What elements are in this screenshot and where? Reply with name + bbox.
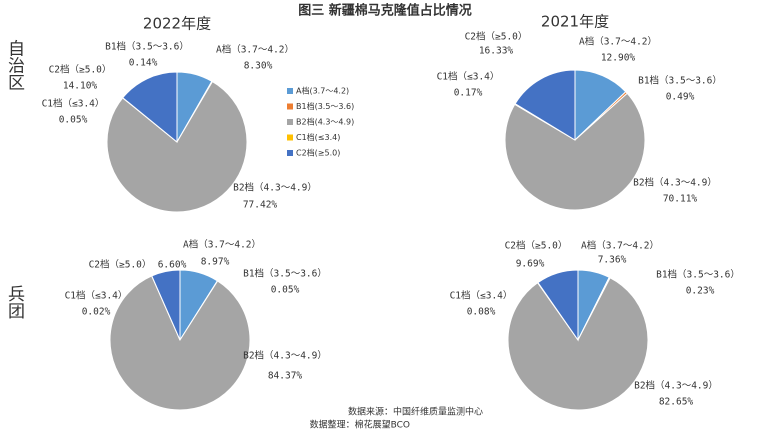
legend-swatch <box>287 88 293 94</box>
slice-label: A档（3.7～4.2） <box>581 240 659 252</box>
legend-swatch <box>287 119 293 125</box>
value-label: 8.97% <box>201 257 230 268</box>
legend-swatch <box>287 103 293 110</box>
legend-label: C2档(≥5.0) <box>296 148 340 158</box>
pie-slice <box>574 69 627 142</box>
slice-label: C1档（≤3.4） <box>437 71 500 83</box>
slice-label: B2档（4.3～4.9） <box>233 182 317 194</box>
value-label: 0.05% <box>271 285 300 296</box>
legend-label: B1档(3.5～3.6) <box>296 101 354 111</box>
slice-label: C2档（≥5.0） <box>49 64 112 76</box>
value-label: 8.30% <box>244 61 273 72</box>
slice-label: C2档（≥5.0） <box>465 31 528 43</box>
slice-label: C2档（≥5.0） <box>89 259 152 271</box>
value-label: 0.17% <box>454 88 483 99</box>
chart-title: 图三 新疆棉马克隆值占比情况 <box>298 3 472 19</box>
value-label: 14.10% <box>63 81 98 92</box>
value-label: 9.69% <box>516 259 545 270</box>
slice-label: B1档（3.5～3.6） <box>243 268 327 280</box>
pie-slice <box>109 275 251 411</box>
slice-label: C1档（≤3.4） <box>42 98 105 110</box>
slice-label: B2档（4.3～4.9） <box>634 380 718 392</box>
pie-slice <box>122 71 178 144</box>
slice-label: B2档（4.3～4.9） <box>243 350 327 362</box>
value-label: 7.36% <box>598 255 627 266</box>
value-label: 0.08% <box>467 307 496 318</box>
column-label: 2021年度 <box>541 13 609 31</box>
slice-label: A档（3.7～4.2） <box>579 36 657 48</box>
row-label: 兵团 <box>4 285 25 319</box>
slice-label: C1档（≤3.4） <box>450 290 513 302</box>
row-label: 自治区 <box>4 39 25 90</box>
value-label: 70.11% <box>663 194 698 205</box>
legend-swatch <box>287 134 293 141</box>
legend-label: C1档(≤3.4) <box>296 132 340 142</box>
value-label: 82.65% <box>659 397 694 408</box>
note: 数据来源：中国纤维质量监测中心 <box>348 406 483 418</box>
value-label: 0.02% <box>82 307 111 318</box>
pie-slice <box>504 92 646 211</box>
legend-label: A档(3.7～4.2) <box>296 86 349 96</box>
value-label: 16.33% <box>479 46 514 57</box>
slice-label: B1档（3.5～3.6） <box>656 269 740 281</box>
value-label: 0.14% <box>129 58 158 69</box>
legend-swatch <box>287 150 293 156</box>
slice-label: B2档（4.3～4.9） <box>633 177 717 189</box>
value-label: 0.23% <box>686 286 715 297</box>
pie-slice <box>537 269 579 342</box>
slice-label: A档（3.7～4.2） <box>183 239 261 251</box>
pie-slice <box>151 269 181 341</box>
legend-label: B2档(4.3～4.9) <box>296 117 354 127</box>
slice-label: A档（3.7～4.2） <box>216 44 294 56</box>
slice-label: B1档（3.5～3.6） <box>105 41 189 53</box>
pie-slice <box>514 69 576 141</box>
slice-label: C1档（≤3.4） <box>65 290 128 302</box>
value-label: 77.42% <box>243 200 278 211</box>
value-label: 12.90% <box>601 53 636 64</box>
slice-label: B1档（3.5～3.6） <box>638 75 722 87</box>
value-label: 0.49% <box>666 92 695 103</box>
column-label: 2022年度 <box>143 15 211 33</box>
pie-slice <box>507 277 649 411</box>
value-label: 0.05% <box>59 115 88 126</box>
note: 数据整理：棉花展望BCO <box>310 419 410 431</box>
slice-label: C2档（≥5.0） <box>505 240 568 252</box>
value-label: 6.60% <box>158 260 187 271</box>
value-label: 84.37% <box>268 371 303 382</box>
